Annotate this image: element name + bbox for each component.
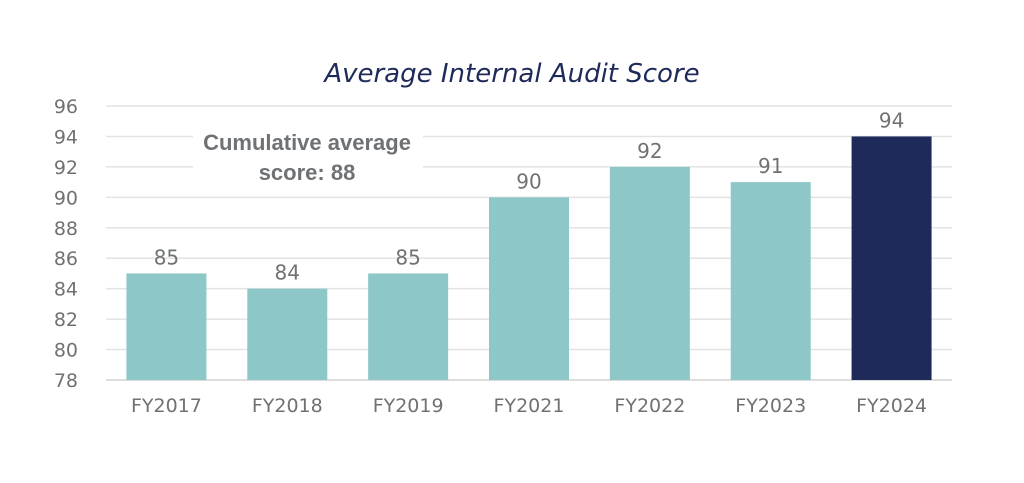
bars	[126, 136, 932, 380]
x-tick-label: FY2022	[614, 395, 685, 417]
y-tick-label: 80	[54, 340, 78, 362]
y-tick-label: 92	[54, 157, 78, 179]
bar-fy2019	[368, 273, 449, 380]
annotation-background	[193, 128, 423, 186]
y-tick-label: 88	[54, 218, 78, 240]
x-tick-label: FY2024	[856, 395, 927, 417]
y-tick-label: 86	[54, 248, 78, 270]
x-tick-label: FY2017	[131, 395, 202, 417]
data-label-fy2017: 85	[154, 245, 179, 269]
y-tick-label: 94	[54, 126, 78, 148]
data-labels: 85 84 85 90 92 91 94	[154, 108, 905, 284]
x-tick-label: FY2023	[735, 395, 806, 417]
y-tick-label: 84	[54, 279, 78, 301]
bar-fy2023	[730, 182, 811, 380]
bar-fy2018	[247, 288, 328, 380]
x-tick-label: FY2021	[494, 395, 565, 417]
x-axis-ticks: FY2017 FY2018 FY2019 FY2021 FY2022 FY2023 FY20…	[131, 395, 927, 417]
data-label-fy2019: 85	[395, 245, 420, 269]
y-tick-label: 82	[54, 309, 78, 331]
y-axis-ticks: 78 80 82 84 86 88 90 92 94 96	[54, 96, 78, 392]
bar-fy2022	[609, 166, 690, 380]
bar-fy2024	[851, 136, 932, 380]
data-label-fy2023: 91	[758, 154, 783, 178]
x-tick-label: FY2018	[252, 395, 323, 417]
annotation-line-2: score: 88	[259, 160, 356, 185]
data-label-fy2024: 94	[879, 108, 904, 132]
data-label-fy2022: 92	[637, 139, 662, 163]
y-tick-label: 78	[54, 370, 78, 392]
data-label-fy2018: 84	[275, 261, 300, 285]
bar-fy2017	[126, 273, 207, 380]
data-label-fy2021: 90	[516, 169, 541, 193]
bar-fy2021	[489, 197, 569, 380]
chart-title: Average Internal Audit Score	[322, 59, 699, 89]
y-tick-label: 96	[54, 96, 78, 118]
x-tick-label: FY2019	[373, 395, 444, 417]
annotation: Cumulative average score: 88	[193, 128, 423, 186]
y-tick-label: 90	[54, 187, 78, 209]
annotation-line-1: Cumulative average	[203, 130, 411, 155]
